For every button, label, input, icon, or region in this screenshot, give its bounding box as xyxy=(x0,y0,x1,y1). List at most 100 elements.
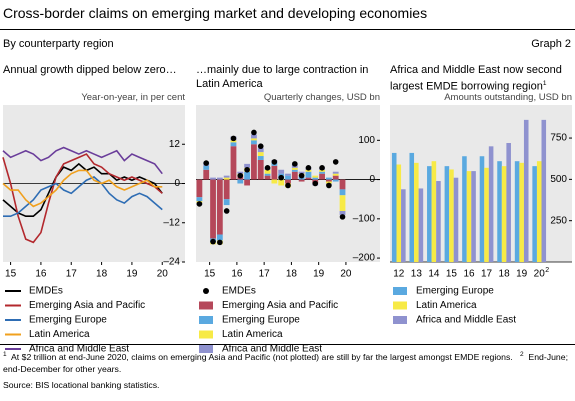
total-dot xyxy=(319,165,325,171)
x-tick-label: 15 xyxy=(204,269,216,280)
title: Cross-border claims on emerging market a… xyxy=(3,5,428,21)
bar xyxy=(519,162,524,262)
bar xyxy=(462,156,467,262)
legend-label: Africa and Middle East xyxy=(222,344,322,355)
panel-title: …mainly due to large contraction in Lati… xyxy=(196,64,369,90)
bar-segment xyxy=(271,165,278,180)
total-dot xyxy=(298,172,305,179)
total-dot xyxy=(312,180,319,187)
bar-segment xyxy=(278,179,285,186)
y-tick-label: 250 xyxy=(550,215,567,226)
bar xyxy=(484,167,489,262)
y-tick-label: 100 xyxy=(358,135,375,146)
bar-segment xyxy=(210,179,216,239)
footnotes: 1 At $2 trillion at end-June 2020, claim… xyxy=(3,349,568,375)
y-axis-label: Amounts outstanding, USD bn xyxy=(444,92,572,103)
legend-label: Emerging Europe xyxy=(416,286,494,297)
x-tick-label: 16 xyxy=(231,269,243,280)
legend-label: EMDEs xyxy=(29,286,63,297)
x-tick-label: 18 xyxy=(499,269,511,280)
total-dot xyxy=(264,165,271,171)
graph-label: Graph 2 xyxy=(531,38,571,50)
bar-segment xyxy=(251,138,257,141)
bar-segment xyxy=(237,179,244,184)
y-tick-label: –24 xyxy=(163,257,180,268)
bar xyxy=(541,119,547,262)
bar xyxy=(501,166,507,262)
bar xyxy=(391,152,397,262)
panel-title: Africa and Middle East now second larges… xyxy=(390,63,572,94)
x-tick-label: 19 xyxy=(313,269,325,280)
subtitle: By counterparty region xyxy=(3,38,114,50)
y-axis-label: Quarterly changes, USD bn xyxy=(263,92,380,103)
legend-label: EMDEs xyxy=(222,286,256,297)
bar xyxy=(506,143,511,262)
bar-segment xyxy=(203,165,210,170)
y-tick-label: 750 xyxy=(550,133,567,144)
bar-segment xyxy=(251,134,257,139)
x-tick-label: 18 xyxy=(96,269,108,280)
bar-segment xyxy=(257,156,264,160)
x-tick-label: 17 xyxy=(481,269,493,280)
bar-segment xyxy=(332,171,339,174)
total-dot xyxy=(305,165,312,171)
x-tick-label: 14 xyxy=(428,269,440,280)
bar xyxy=(514,161,520,262)
bar xyxy=(488,146,494,262)
bar-segment xyxy=(223,199,230,206)
bar-segment xyxy=(203,169,210,180)
bar-segment xyxy=(230,142,237,147)
legend-key xyxy=(393,316,407,324)
total-dot xyxy=(237,172,244,179)
bar-segment xyxy=(244,163,251,168)
legend-label: Emerging Europe xyxy=(29,315,107,326)
bar-segment xyxy=(319,169,325,172)
legend-label: Emerging Asia and Pacific xyxy=(29,300,145,311)
legend-key xyxy=(393,287,407,295)
source: Source: BIS locational banking statistic… xyxy=(3,380,160,390)
x-tick-label: 16 xyxy=(35,269,47,280)
bar-segment xyxy=(251,140,257,145)
bar-segment xyxy=(305,169,312,172)
line xyxy=(2,169,163,208)
bar-segment xyxy=(210,177,216,180)
y-tick-label: –12 xyxy=(163,217,180,228)
bar-segment xyxy=(312,175,319,178)
bar-segment xyxy=(257,152,264,157)
bar-segment xyxy=(291,167,298,170)
legend-key xyxy=(199,316,213,324)
bar-segment xyxy=(237,171,244,174)
bar-segment xyxy=(339,195,346,211)
bar-segment xyxy=(339,179,346,190)
bar-segment xyxy=(196,197,203,202)
bar-segment xyxy=(230,140,237,143)
total-dot xyxy=(223,208,230,214)
bar-segment xyxy=(244,171,251,180)
bar-segment xyxy=(196,179,203,198)
bar xyxy=(536,161,542,262)
x-tick-label: 13 xyxy=(411,269,423,280)
bar-segment xyxy=(339,189,346,196)
total-dot xyxy=(244,166,250,173)
bar xyxy=(453,177,459,262)
bar-segment xyxy=(264,173,271,176)
x-tick-label: 20 xyxy=(340,269,352,280)
footnote-mark: 2 xyxy=(519,351,524,358)
bar-segment xyxy=(216,179,223,235)
bar-segment xyxy=(257,148,264,153)
bar-segment xyxy=(223,179,230,200)
x-tick-label: 19 xyxy=(126,269,138,280)
bar xyxy=(418,188,424,262)
footnote-mark: 2 xyxy=(545,267,549,274)
bar-segment xyxy=(285,179,291,184)
bar xyxy=(444,166,450,262)
bar-segment xyxy=(264,169,271,174)
x-tick-label: 20 xyxy=(534,269,546,280)
bar xyxy=(479,156,485,262)
total-dot xyxy=(332,159,339,165)
bar-segment xyxy=(223,175,230,178)
bar-segment xyxy=(305,177,312,180)
bar xyxy=(497,161,502,262)
total-dot xyxy=(210,238,216,245)
bar-segment xyxy=(298,171,305,174)
